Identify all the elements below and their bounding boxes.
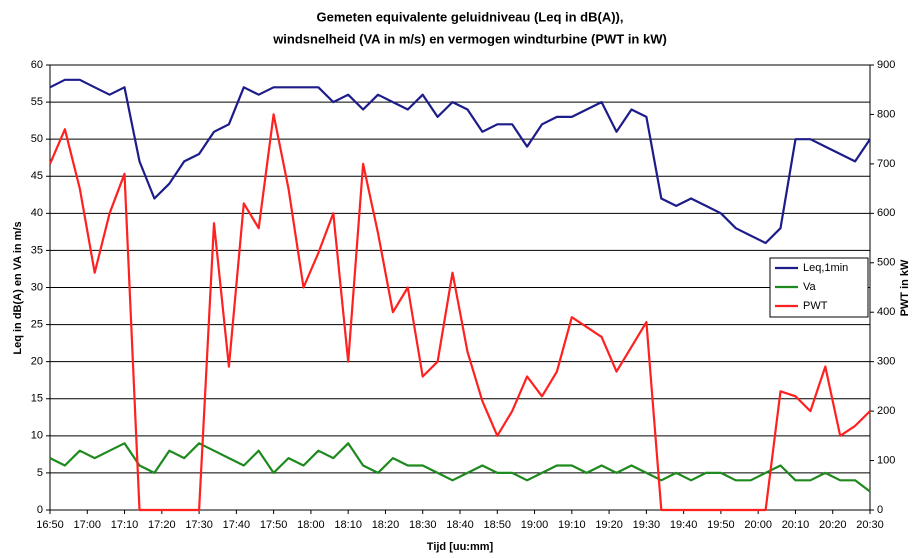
y-tick-label: 50 xyxy=(31,133,43,145)
y-axis-title: Leq in dB(A) en VA in m/s xyxy=(12,221,24,354)
x-tick-label: 17:50 xyxy=(260,519,288,531)
legend-label: PWT xyxy=(803,300,828,312)
y-tick-label: 40 xyxy=(31,207,43,219)
x-tick-label: 17:30 xyxy=(185,519,213,531)
y2-tick-label: 100 xyxy=(877,454,895,466)
y-tick-label: 30 xyxy=(31,281,43,293)
x-tick-label: 19:20 xyxy=(595,519,623,531)
legend-label: Va xyxy=(803,281,817,293)
y2-tick-label: 0 xyxy=(877,504,883,516)
x-tick-label: 20:10 xyxy=(782,519,810,531)
x-tick-label: 18:40 xyxy=(446,519,474,531)
y-tick-label: 5 xyxy=(37,467,43,479)
chart-title: Gemeten equivalente geluidniveau (Leq in… xyxy=(317,9,624,24)
x-tick-label: 19:40 xyxy=(670,519,698,531)
x-tick-label: 16:50 xyxy=(36,519,64,531)
y2-tick-label: 400 xyxy=(877,306,895,318)
x-tick-label: 19:10 xyxy=(558,519,586,531)
y-tick-label: 45 xyxy=(31,170,43,182)
x-tick-label: 18:20 xyxy=(372,519,400,531)
x-tick-label: 18:50 xyxy=(484,519,512,531)
y-tick-label: 25 xyxy=(31,318,43,330)
x-axis-title: Tijd [uu:mm] xyxy=(427,541,494,553)
x-tick-label: 18:30 xyxy=(409,519,437,531)
x-tick-label: 20:30 xyxy=(856,519,884,531)
legend-label: Leq,1min xyxy=(803,262,848,274)
x-tick-label: 18:00 xyxy=(297,519,325,531)
x-tick-label: 19:00 xyxy=(521,519,549,531)
x-tick-label: 17:00 xyxy=(74,519,102,531)
x-tick-label: 17:40 xyxy=(223,519,251,531)
y2-axis-title: PWT in kW xyxy=(899,259,911,316)
y2-tick-label: 900 xyxy=(877,59,895,71)
y-tick-label: 15 xyxy=(31,393,43,405)
x-tick-label: 19:50 xyxy=(707,519,735,531)
y2-tick-label: 700 xyxy=(877,158,895,170)
x-tick-label: 19:30 xyxy=(633,519,661,531)
y2-tick-label: 600 xyxy=(877,207,895,219)
y2-tick-label: 300 xyxy=(877,356,895,368)
x-tick-label: 20:00 xyxy=(744,519,772,531)
y-tick-label: 0 xyxy=(37,504,43,516)
x-tick-label: 17:20 xyxy=(148,519,176,531)
y-tick-label: 20 xyxy=(31,356,43,368)
y2-tick-label: 800 xyxy=(877,108,895,120)
x-tick-label: 18:10 xyxy=(334,519,362,531)
y2-tick-label: 200 xyxy=(877,405,895,417)
y-tick-label: 10 xyxy=(31,430,43,442)
y-tick-label: 55 xyxy=(31,96,43,108)
chart-subtitle: windsnelheid (VA in m/s) en vermogen win… xyxy=(272,31,667,46)
y2-tick-label: 500 xyxy=(877,257,895,269)
x-tick-label: 20:20 xyxy=(819,519,847,531)
y-tick-label: 60 xyxy=(31,59,43,71)
plot-frame xyxy=(49,64,871,511)
y-tick-label: 35 xyxy=(31,244,43,256)
series-line xyxy=(49,78,871,245)
series-line xyxy=(49,442,871,493)
x-tick-label: 17:10 xyxy=(111,519,139,531)
series-line xyxy=(48,113,871,512)
